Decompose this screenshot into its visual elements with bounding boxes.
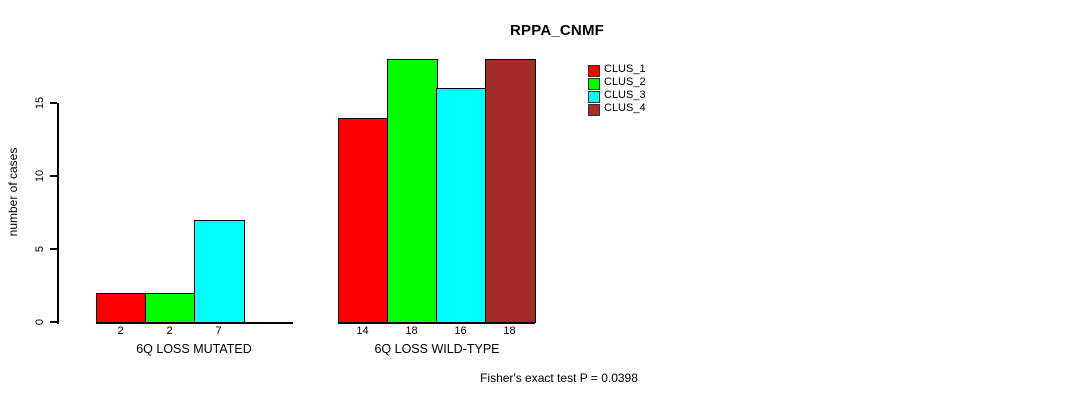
bar-clus_2 <box>387 59 438 324</box>
bar-clus_3 <box>194 219 245 324</box>
legend-label-clus_2: CLUS_2 <box>604 76 646 88</box>
y-axis-tick-label: 10 <box>34 169 46 183</box>
legend-swatch-clus_4 <box>588 104 600 116</box>
y-axis-tick-label: 15 <box>34 96 46 110</box>
bar-clus_3 <box>436 88 487 324</box>
bar-value-label: 16 <box>454 325 467 337</box>
bar-value-label: 2 <box>166 325 173 337</box>
pvalue-annotation: Fisher's exact test P = 0.0398 <box>480 371 638 385</box>
y-axis-line <box>57 103 59 324</box>
bar-value-label: 18 <box>503 325 516 337</box>
legend-label-clus_3: CLUS_3 <box>604 89 646 101</box>
y-axis-tick <box>50 102 57 104</box>
bar-value-label: 14 <box>356 325 369 337</box>
legend-label-clus_1: CLUS_1 <box>604 63 646 75</box>
chart-title: RPPA_CNMF <box>509 22 605 39</box>
y-axis-tick-label: 5 <box>34 245 46 253</box>
y-axis-tick-label: 0 <box>34 318 46 326</box>
y-axis-tick <box>50 175 57 177</box>
bar-value-label: 18 <box>405 325 418 337</box>
bar-value-label: 2 <box>117 325 124 337</box>
legend-swatch-clus_1 <box>588 65 600 77</box>
bar-value-label: 7 <box>215 325 222 337</box>
y-axis-tick <box>50 248 57 250</box>
bar-clus_1 <box>96 292 147 324</box>
y-axis-tick <box>50 321 57 323</box>
x-group-label-mutated: 6Q LOSS MUTATED <box>136 342 252 356</box>
legend-swatch-clus_2 <box>588 78 600 90</box>
bar-clus_1 <box>338 117 389 324</box>
legend-label-clus_4: CLUS_4 <box>604 102 646 114</box>
x-group-label-wild-type: 6Q LOSS WILD-TYPE <box>374 342 500 356</box>
legend-swatch-clus_3 <box>588 91 600 103</box>
bar-clus_2 <box>145 292 196 324</box>
bar-clus_4 <box>485 59 536 324</box>
y-axis-label: number of cases <box>6 147 20 237</box>
